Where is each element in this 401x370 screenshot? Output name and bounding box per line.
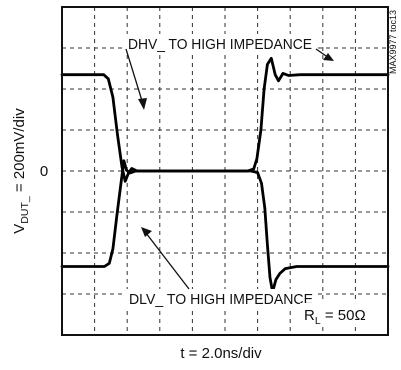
waveform-low-to-high [60,56,390,268]
dlv-annotation: DLV_ TO HIGH IMPEDANCE [129,292,313,308]
dlv-arrowhead [141,227,152,237]
figure-watermark: MAX9977 toc13 [388,10,398,74]
dlv-arrow-line [145,232,190,290]
dhv-annotation-background [124,34,316,54]
dlv-annotation-background [126,289,316,309]
y-axis-label: VDUT_ = 200mV/div [11,108,31,234]
load-label-background [300,303,386,325]
waveform-traces [60,56,390,294]
x-axis-label: t = 2.0ns/div [180,345,262,362]
load-label: RL = 50Ω [304,307,366,327]
dhv-arrow-line [125,48,144,105]
plot-frame [61,6,389,336]
dhv-arrowhead [138,98,147,110]
dhv-annotation: DHV_ TO HIGH IMPEDANCE [128,37,312,53]
dhv-right-arrowhead [323,53,334,61]
zero-label: 0 [40,163,48,180]
